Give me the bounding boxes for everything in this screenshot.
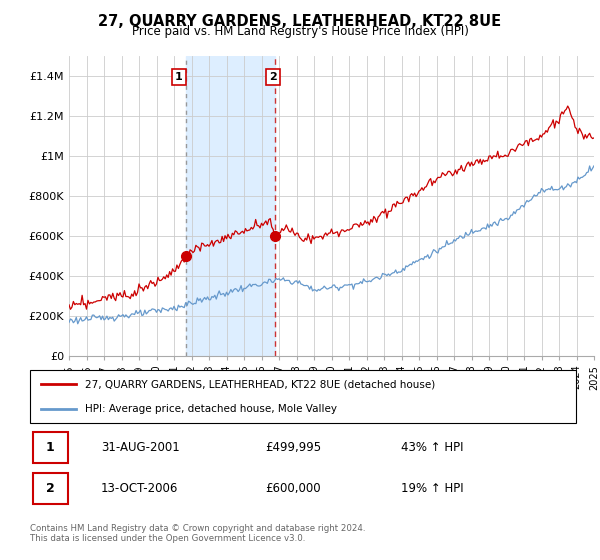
Text: Contains HM Land Registry data © Crown copyright and database right 2024.
This d: Contains HM Land Registry data © Crown c… [30, 524, 365, 543]
Text: 1: 1 [175, 72, 183, 82]
Text: 43% ↑ HPI: 43% ↑ HPI [401, 441, 464, 454]
Text: 2: 2 [46, 482, 55, 495]
Bar [33, 473, 68, 503]
Text: Price paid vs. HM Land Registry's House Price Index (HPI): Price paid vs. HM Land Registry's House … [131, 25, 469, 38]
Text: 1: 1 [46, 441, 55, 454]
Text: HPI: Average price, detached house, Mole Valley: HPI: Average price, detached house, Mole… [85, 404, 337, 414]
Text: 2: 2 [269, 72, 277, 82]
Text: £600,000: £600,000 [265, 482, 320, 495]
Bar [33, 432, 68, 463]
Text: 27, QUARRY GARDENS, LEATHERHEAD, KT22 8UE: 27, QUARRY GARDENS, LEATHERHEAD, KT22 8U… [98, 14, 502, 29]
Text: 19% ↑ HPI: 19% ↑ HPI [401, 482, 464, 495]
Bar [185, 56, 275, 356]
Text: 27, QUARRY GARDENS, LEATHERHEAD, KT22 8UE (detached house): 27, QUARRY GARDENS, LEATHERHEAD, KT22 8U… [85, 380, 435, 390]
Text: 13-OCT-2006: 13-OCT-2006 [101, 482, 178, 495]
Text: £499,995: £499,995 [265, 441, 321, 454]
Text: 31-AUG-2001: 31-AUG-2001 [101, 441, 180, 454]
